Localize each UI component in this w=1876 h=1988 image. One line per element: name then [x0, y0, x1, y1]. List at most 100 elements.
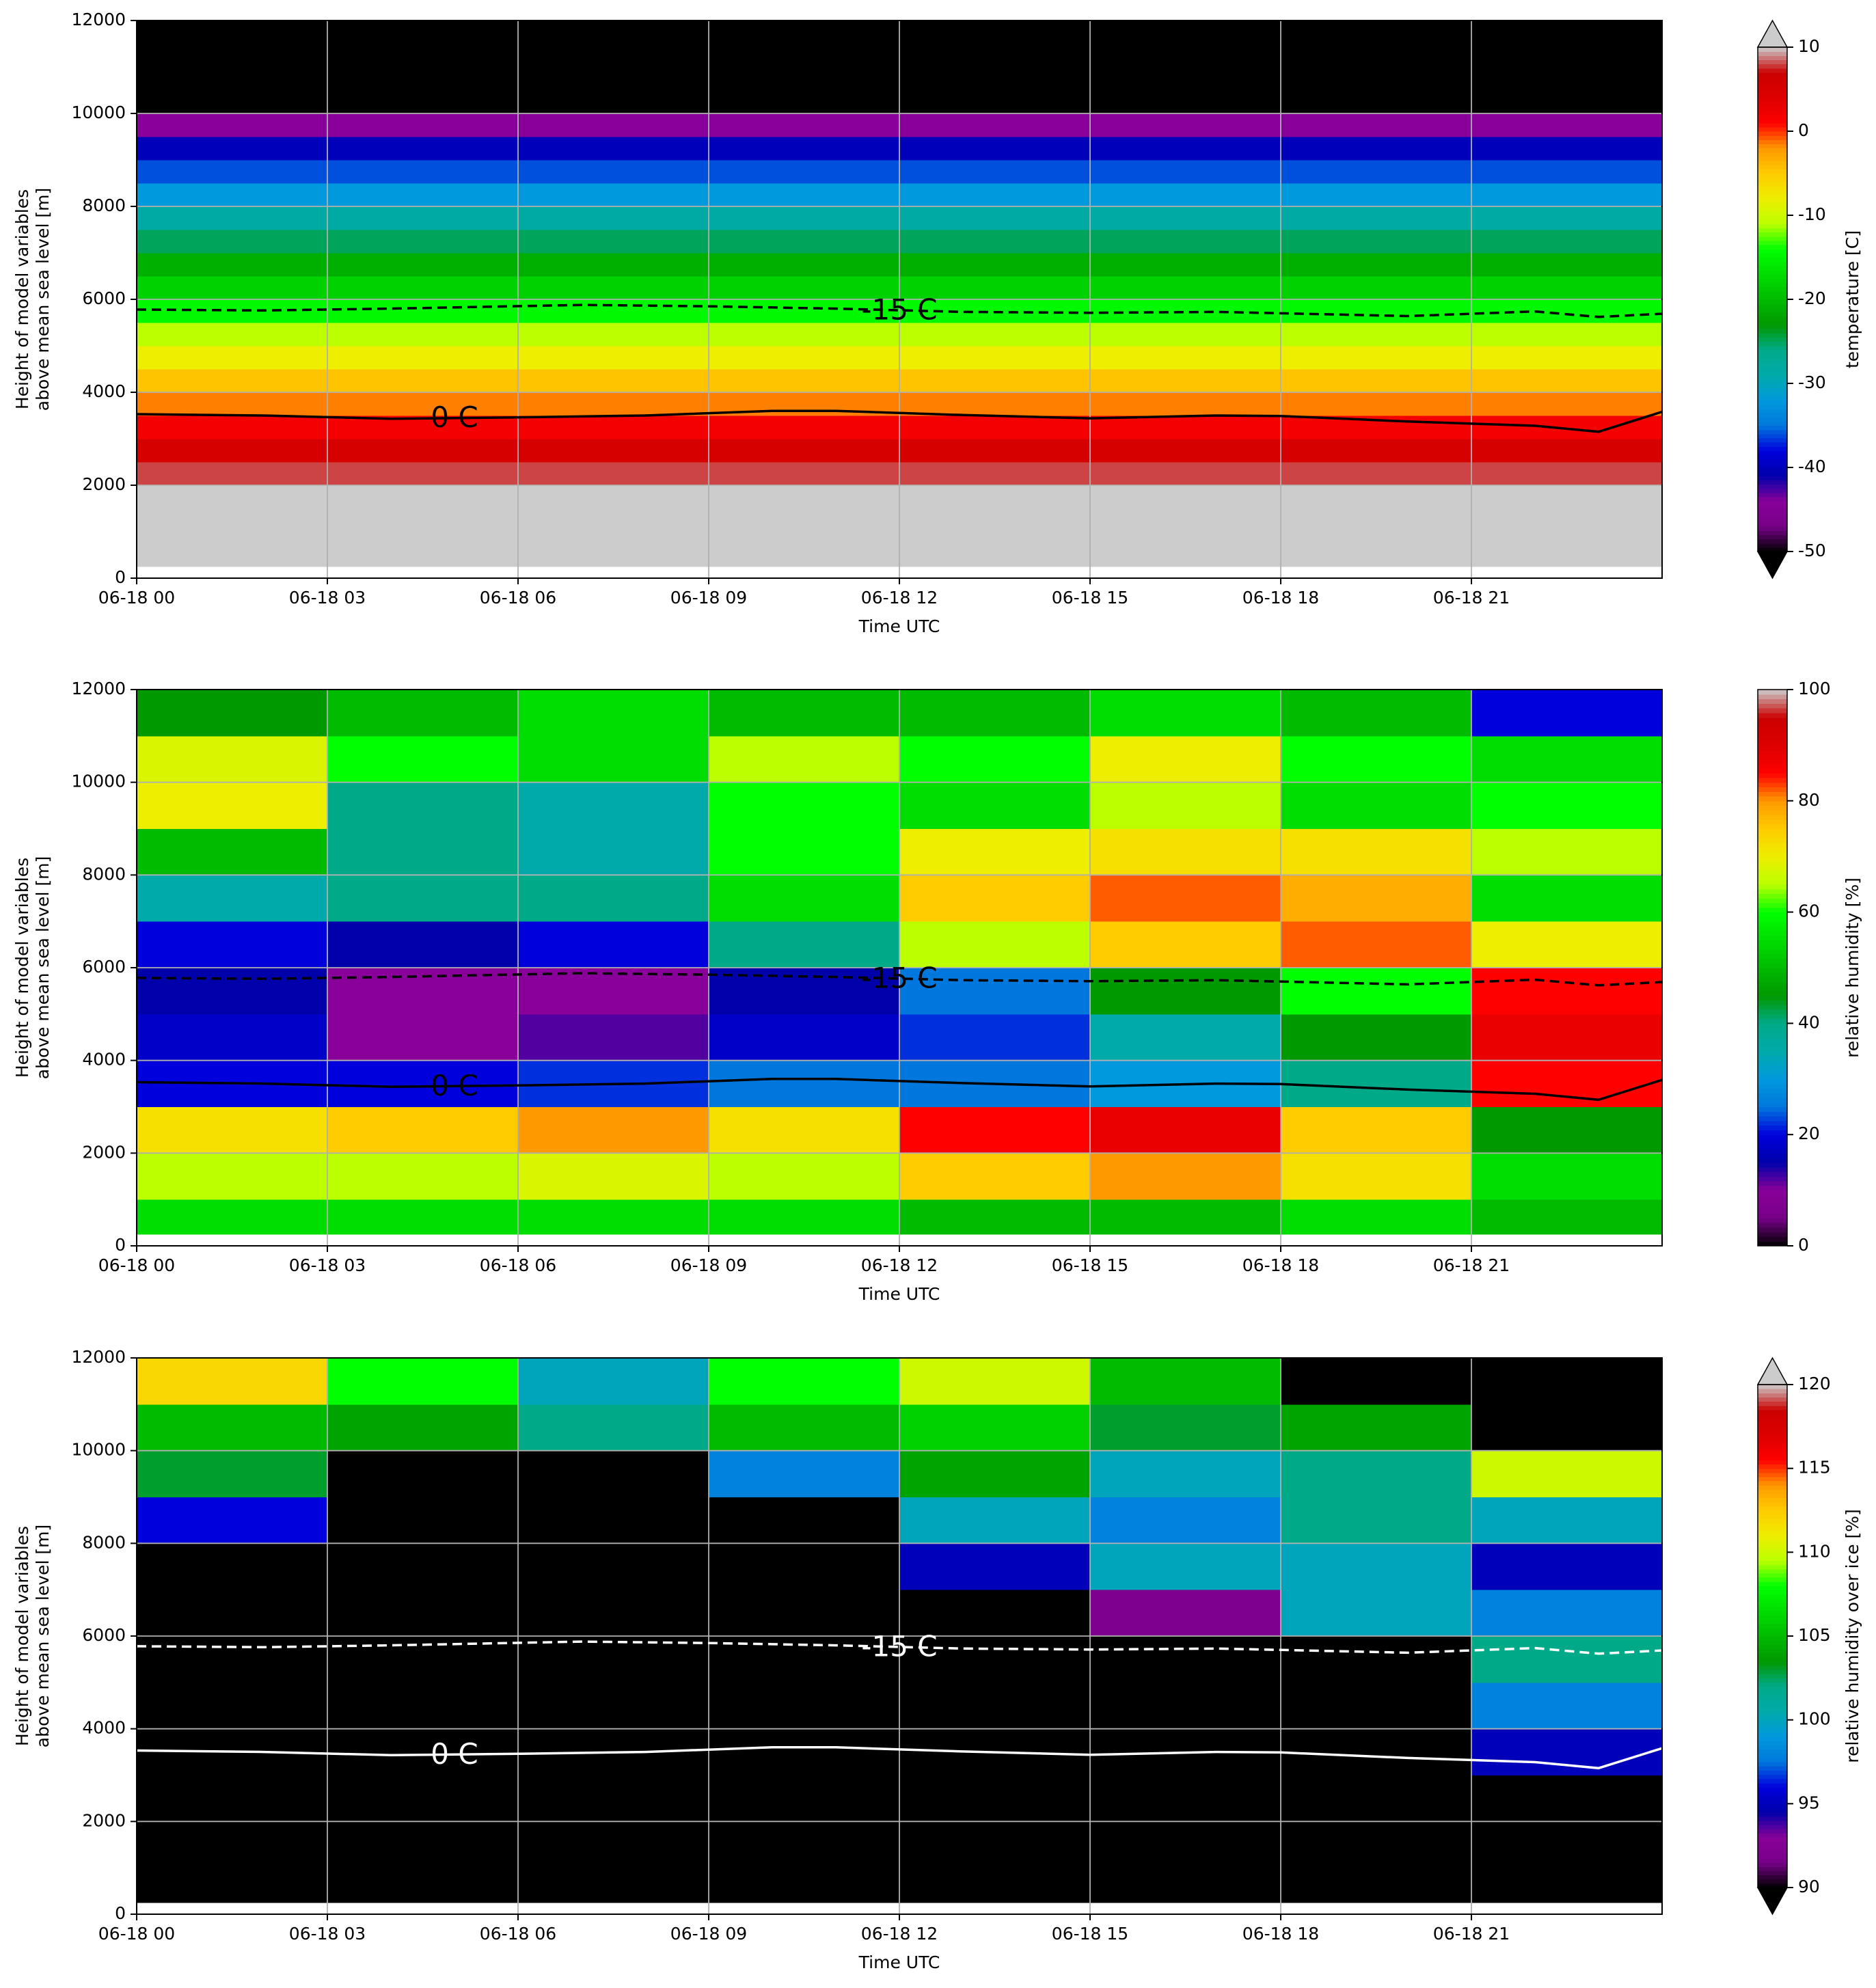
- colorbar-swatch: [1758, 1544, 1787, 1549]
- colorbar-swatch: [1758, 1849, 1787, 1855]
- y-axis-label: Height of model variables: [12, 1526, 32, 1746]
- heatmap-cell: [899, 735, 1091, 783]
- colorbar-swatch: [1758, 1598, 1787, 1603]
- heatmap-cell: [327, 1868, 519, 1903]
- colorbar-swatch: [1758, 690, 1787, 695]
- colorbar-swatch: [1758, 1607, 1787, 1611]
- heatmap-cell: [327, 1775, 519, 1822]
- heatmap-cell: [137, 1543, 328, 1590]
- y-tick-label: 8000: [82, 195, 126, 215]
- heatmap-cell: [899, 1868, 1091, 1903]
- colorbar-swatch: [1758, 1116, 1787, 1121]
- colorbar-swatch: [1758, 1766, 1787, 1771]
- colorbar-swatch: [1758, 1619, 1787, 1624]
- colorbar-swatch: [1758, 286, 1787, 292]
- heatmap-cell: [1471, 1013, 1663, 1061]
- colorbar-swatch: [1758, 1185, 1787, 1191]
- colorbar-tick-label: 115: [1798, 1458, 1831, 1478]
- colorbar-swatch: [1758, 1203, 1787, 1210]
- colorbar-swatch: [1758, 1732, 1787, 1737]
- x-tick-label: 06-18 03: [289, 588, 366, 608]
- colorbar-swatch: [1758, 1548, 1787, 1553]
- colorbar-swatch: [1758, 383, 1787, 388]
- colorbar-swatch: [1758, 1439, 1787, 1444]
- colorbar-tick-label: 100: [1798, 679, 1831, 698]
- heatmap-cell: [518, 782, 709, 829]
- colorbar-swatch: [1758, 1812, 1787, 1817]
- colorbar-swatch: [1758, 1037, 1787, 1043]
- heatmap-cell: [137, 1404, 328, 1452]
- heatmap-cell: [1281, 735, 1472, 783]
- heatmap-cell: [518, 1775, 709, 1822]
- heatmap-cell: [709, 1450, 900, 1497]
- heatmap-cell: [709, 1590, 900, 1637]
- colorbar-swatch: [1758, 1539, 1787, 1544]
- colorbar-swatch: [1758, 492, 1787, 498]
- heatmap-cell: [899, 1497, 1091, 1544]
- y-tick-label: 10000: [71, 1440, 126, 1460]
- colorbar-swatch: [1758, 1223, 1787, 1228]
- colorbar-swatch: [1758, 1013, 1787, 1020]
- heatmap-cell: [1090, 968, 1281, 1015]
- colorbar-tick-label: 110: [1798, 1541, 1831, 1561]
- colorbar-swatch: [1758, 717, 1787, 723]
- colorbar-swatch: [1758, 935, 1787, 940]
- heatmap-cell: [1471, 1199, 1663, 1235]
- colorbar-swatch: [1758, 1648, 1787, 1654]
- colorbar-swatch: [1758, 257, 1787, 262]
- contour-line: [136, 1746, 1663, 1770]
- colorbar-swatch: [1758, 320, 1787, 325]
- colorbar-swatch: [1758, 497, 1787, 502]
- heatmap-cell: [899, 1775, 1091, 1822]
- heatmap-cell: [899, 1358, 1091, 1405]
- heatmap-cell: [327, 1450, 519, 1497]
- y-axis-label: above mean sea level [m]: [33, 188, 53, 411]
- colorbar-swatch: [1758, 408, 1787, 413]
- colorbar-swatch: [1758, 1452, 1787, 1456]
- colorbar-swatch: [1758, 1409, 1787, 1415]
- heatmap-cell: [899, 782, 1091, 829]
- heatmap-cell: [1471, 690, 1663, 737]
- colorbar-swatch: [1758, 72, 1787, 77]
- contour-label: -15 C: [861, 1629, 937, 1663]
- colorbar-swatch: [1758, 1143, 1787, 1149]
- heatmap-cell: [137, 1497, 328, 1544]
- colorbar-swatch: [1758, 1472, 1787, 1478]
- colorbar-swatch: [1758, 202, 1787, 208]
- colorbar-swatch: [1758, 139, 1787, 145]
- contour-line: [136, 1078, 1663, 1102]
- colorbar-swatch: [1758, 1568, 1787, 1574]
- x-tick-label: 06-18 12: [861, 1924, 938, 1944]
- colorbar-swatch: [1758, 190, 1787, 195]
- colorbar-swatch: [1758, 488, 1787, 493]
- colorbar-swatch: [1758, 353, 1787, 359]
- colorbar-swatch: [1758, 1883, 1787, 1888]
- colorbar-swatch: [1758, 51, 1787, 56]
- heatmap-cell: [1090, 1450, 1281, 1497]
- colorbar-swatch: [1758, 1456, 1787, 1460]
- colorbar-swatch: [1758, 1218, 1787, 1223]
- heatmap-cell: [518, 1590, 709, 1637]
- colorbar-swatch: [1758, 206, 1787, 212]
- heatmap-cell: [137, 968, 328, 1015]
- colorbar-swatch: [1758, 126, 1787, 132]
- colorbar-swatch: [1758, 1678, 1787, 1683]
- colorbar-swatch: [1758, 77, 1787, 81]
- colorbar-swatch: [1758, 329, 1787, 333]
- heatmap-cell: [1281, 828, 1472, 875]
- colorbar-swatch: [1758, 1879, 1787, 1884]
- y-tick-label: 12000: [71, 679, 126, 698]
- heatmap-cell: [709, 1106, 900, 1154]
- colorbar-swatch: [1758, 842, 1787, 848]
- colorbar-swatch: [1758, 1816, 1787, 1821]
- x-tick-label: 06-18 00: [98, 588, 175, 608]
- heatmap-cell: [1090, 1153, 1281, 1200]
- colorbar-swatch: [1758, 916, 1787, 922]
- x-tick-label: 06-18 21: [1433, 1255, 1510, 1275]
- heatmap-cell: [518, 968, 709, 1015]
- heatmap-cell: [899, 1821, 1091, 1868]
- colorbar-swatch: [1758, 1862, 1787, 1867]
- colorbar-swatch: [1758, 429, 1787, 435]
- colorbar-swatch: [1758, 1531, 1787, 1536]
- heatmap-cell: [518, 875, 709, 922]
